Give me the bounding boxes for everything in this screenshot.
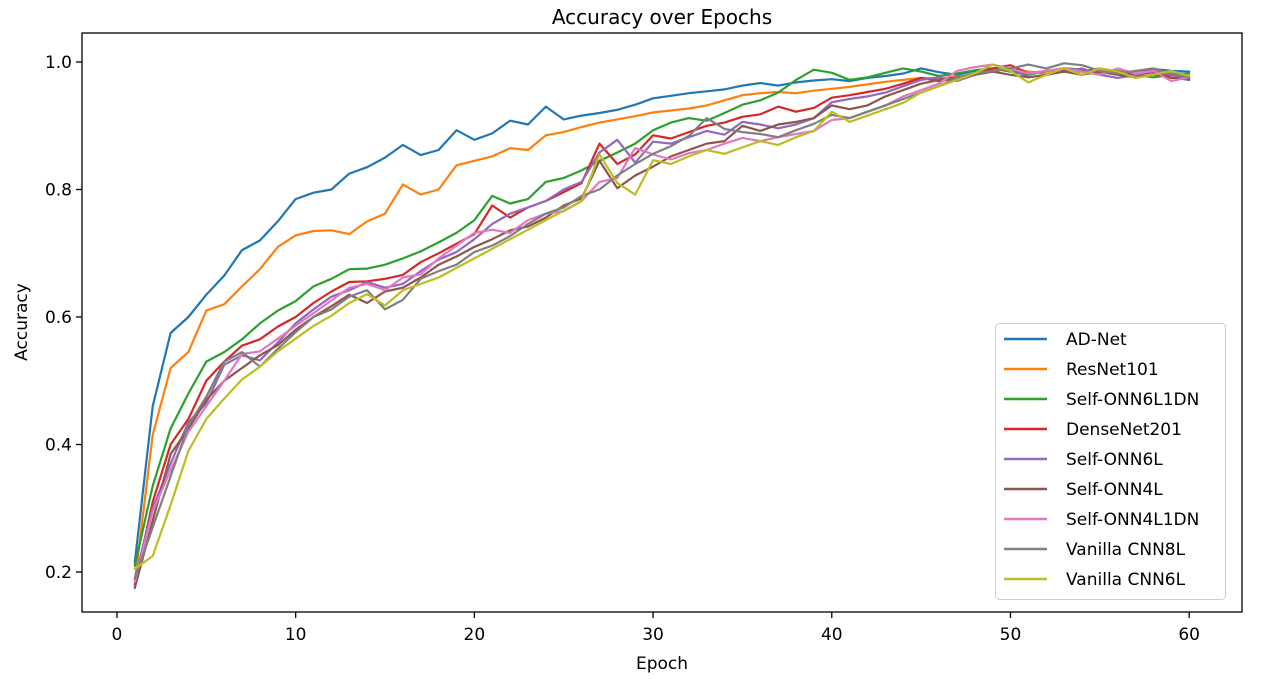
- x-tick-label: 0: [112, 625, 123, 645]
- legend-label: Vanilla CNN8L: [1066, 540, 1186, 560]
- y-tick-label: 0.8: [45, 181, 72, 201]
- x-axis: 0 10 20 30 40 50 60: [112, 612, 1200, 645]
- legend-label: Self-ONN6L: [1066, 450, 1163, 470]
- legend-item: Self-ONN6L: [1004, 450, 1163, 470]
- legend-item: Self-ONN4L1DN: [1004, 510, 1199, 530]
- legend-label: DenseNet201: [1066, 420, 1182, 440]
- x-tick-label: 40: [821, 625, 843, 645]
- x-tick-label: 30: [642, 625, 664, 645]
- y-tick-label: 1.0: [45, 53, 72, 73]
- y-axis-label: Accuracy: [12, 283, 32, 361]
- line-Vanilla CNN6L: [133, 63, 1191, 570]
- x-tick-label: 60: [1178, 625, 1200, 645]
- legend-item: Vanilla CNN8L: [1004, 540, 1186, 560]
- y-tick-label: 0.4: [45, 436, 72, 456]
- legend: AD-Net ResNet101 Self-ONN6L1DN DenseNet201 S…: [995, 323, 1226, 600]
- legend-label: ResNet101: [1066, 360, 1159, 380]
- line-Self-ONN4L1DN: [133, 63, 1191, 583]
- y-tick-label: 0.6: [45, 308, 72, 328]
- legend-item: Self-ONN4L: [1004, 480, 1163, 500]
- legend-label: Vanilla CNN6L: [1066, 570, 1186, 590]
- legend-label: Self-ONN6L1DN: [1066, 390, 1199, 410]
- series-lines: [133, 62, 1191, 590]
- x-axis-label: Epoch: [636, 654, 688, 674]
- legend-box: [995, 323, 1226, 600]
- plot-border: [81, 32, 1243, 613]
- legend-label: AD-Net: [1066, 330, 1127, 350]
- line-DenseNet201: [133, 64, 1191, 586]
- y-axis: 0.2 0.4 0.6 0.8 1.0: [45, 53, 82, 583]
- legend-label: Self-ONN4L: [1066, 480, 1163, 500]
- x-tick-label: 10: [285, 625, 307, 645]
- legend-item: Vanilla CNN6L: [1004, 570, 1186, 590]
- legend-item: ResNet101: [1004, 360, 1159, 380]
- chart-title: Accuracy over Epochs: [552, 5, 772, 29]
- x-tick-label: 20: [464, 625, 486, 645]
- legend-label: Self-ONN4L1DN: [1066, 510, 1199, 530]
- legend-item: DenseNet201: [1004, 420, 1182, 440]
- x-tick-label: 50: [1000, 625, 1022, 645]
- y-tick-label: 0.2: [45, 563, 72, 583]
- legend-item: AD-Net: [1004, 330, 1127, 350]
- legend-item: Self-ONN6L1DN: [1004, 390, 1199, 410]
- line-Vanilla CNN8L: [133, 62, 1191, 580]
